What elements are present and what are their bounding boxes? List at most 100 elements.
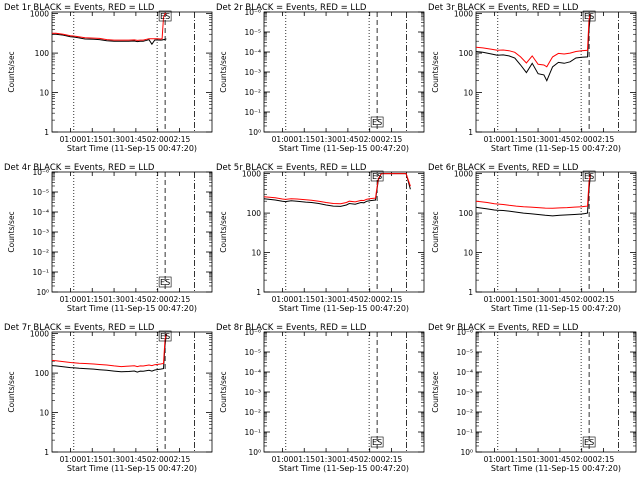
x-tick-label: 01:00 (272, 455, 294, 464)
panel-title: Det 1r BLACK = Events, RED = LLD (4, 3, 155, 13)
y-tick-label: 10⁻³ (456, 388, 473, 397)
series-lld-line (475, 13, 591, 68)
y-tick-label: 10⁻¹ (244, 108, 261, 117)
x-tick-label: 02:00 (359, 135, 381, 144)
x-tick-label: 01:15 (505, 455, 527, 464)
panel-title: Det 5r BLACK = Events, RED = LLD (216, 163, 367, 173)
x-tick-label: 01:45 (549, 295, 571, 304)
es-label-box (582, 170, 596, 182)
y-tick-label: 10⁻⁴ (244, 48, 261, 57)
panel-title: Det 8r BLACK = Events, RED = LLD (216, 323, 367, 333)
x-axis-label: Start Time (11-Sep-15 00:47:20) (67, 464, 197, 473)
x-tick-label: 02:15 (169, 135, 191, 144)
x-tick-label: 01:15 (81, 295, 103, 304)
x-tick-label: 01:00 (60, 455, 82, 464)
y-tick-label: 10⁻² (456, 408, 473, 417)
plot-frame (475, 11, 637, 133)
series-events-line (475, 175, 591, 217)
es-label: ES (160, 12, 170, 21)
x-tick-label: 02:15 (381, 295, 403, 304)
x-tick-label: 02:00 (571, 135, 593, 144)
y-tick-label: 100 (459, 209, 474, 218)
y-tick-label: 10⁻⁶ (244, 328, 261, 337)
x-axis-label: Start Time (11-Sep-15 00:47:20) (67, 304, 197, 313)
y-tick-label: 10⁻⁵ (244, 28, 261, 37)
y-tick-label: 10 (251, 249, 261, 258)
x-tick-label: 01:30 (315, 135, 337, 144)
plot-frame (51, 11, 213, 133)
es-label-box (158, 276, 172, 288)
y-tick-label: 10⁻⁶ (244, 8, 261, 17)
series-lld-line (51, 333, 167, 368)
x-tick-label: 02:15 (381, 135, 403, 144)
es-label-box (582, 436, 596, 448)
panel-title: Det 6r BLACK = Events, RED = LLD (428, 163, 579, 173)
x-tick-label: 02:15 (381, 455, 403, 464)
x-tick-label: 01:15 (293, 295, 315, 304)
x-tick-label: 02:15 (169, 295, 191, 304)
y-tick-label: 10⁻² (244, 408, 261, 417)
x-tick-label: 01:15 (505, 135, 527, 144)
panel-title: Det 3r BLACK = Events, RED = LLD (428, 3, 579, 13)
y-tick-label: 1000 (30, 330, 49, 339)
x-tick-label: 01:15 (293, 455, 315, 464)
x-tick-label: 01:45 (337, 135, 359, 144)
y-tick-label: 10⁻³ (244, 388, 261, 397)
y-axis-label: Counts/sec (431, 51, 440, 92)
y-tick-label: 10 (39, 89, 49, 98)
es-label: ES (584, 172, 594, 181)
y-axis-label: Counts/sec (219, 211, 228, 252)
series-lld-line (263, 173, 411, 205)
x-tick-label: 02:00 (147, 295, 169, 304)
x-tick-label: 02:15 (593, 135, 615, 144)
y-axis-label: Counts/sec (431, 211, 440, 252)
y-tick-label: 1000 (242, 170, 261, 179)
es-label: ES (372, 118, 382, 127)
es-label: ES (584, 438, 594, 447)
es-label-box (370, 170, 384, 182)
x-tick-label: 01:00 (484, 295, 506, 304)
panel-title: Det 2r BLACK = Events, RED = LLD (216, 3, 367, 13)
y-tick-label: 10⁻⁴ (244, 368, 261, 377)
x-axis-label: Start Time (11-Sep-15 00:47:20) (491, 464, 621, 473)
y-tick-label: 10⁰ (36, 288, 49, 297)
x-axis-label: Start Time (11-Sep-15 00:47:20) (67, 144, 197, 153)
x-tick-label: 01:45 (125, 135, 147, 144)
y-axis-label: Counts/sec (219, 51, 228, 92)
x-tick-label: 01:15 (505, 295, 527, 304)
series-lld-line (475, 173, 591, 209)
y-axis-label: Counts/sec (7, 51, 16, 92)
x-tick-label: 01:30 (527, 295, 549, 304)
x-axis-label: Start Time (11-Sep-15 00:47:20) (491, 304, 621, 313)
es-label: ES (372, 438, 382, 447)
plot-frame (475, 171, 637, 293)
y-tick-label: 10⁻³ (244, 68, 261, 77)
y-tick-label: 10⁻³ (32, 228, 49, 237)
plot-frame (263, 331, 425, 453)
x-tick-label: 01:30 (103, 455, 125, 464)
x-axis-label: Start Time (11-Sep-15 00:47:20) (279, 144, 409, 153)
y-tick-label: 100 (247, 209, 262, 218)
y-tick-label: 10⁻¹ (244, 428, 261, 437)
x-tick-label: 01:30 (527, 455, 549, 464)
y-tick-label: 10⁻¹ (32, 268, 49, 277)
y-tick-label: 10⁰ (460, 448, 473, 457)
x-tick-label: 01:15 (293, 135, 315, 144)
es-label-box (370, 116, 384, 128)
y-axis-label: Counts/sec (7, 371, 16, 412)
y-tick-label: 1 (44, 448, 49, 457)
es-label: ES (160, 332, 170, 341)
x-tick-label: 02:00 (147, 455, 169, 464)
x-tick-label: 01:15 (81, 135, 103, 144)
y-tick-label: 100 (35, 49, 50, 58)
x-tick-label: 01:45 (337, 295, 359, 304)
x-tick-label: 01:45 (337, 455, 359, 464)
y-axis-label: Counts/sec (219, 371, 228, 412)
y-tick-label: 10 (39, 409, 49, 418)
